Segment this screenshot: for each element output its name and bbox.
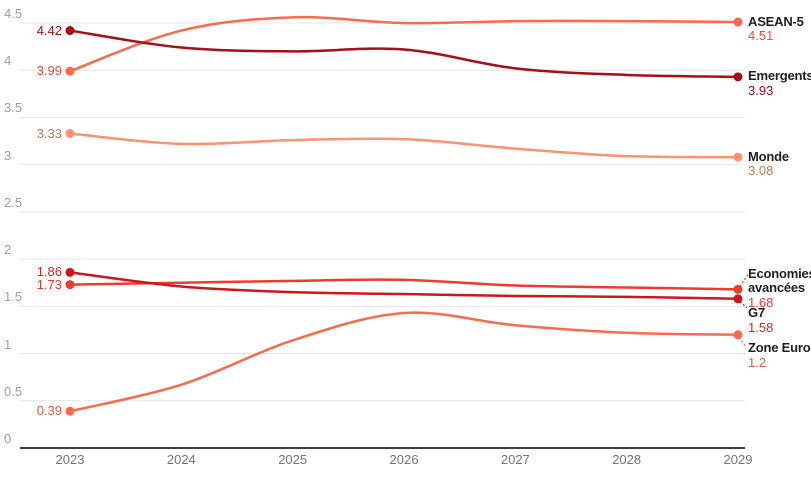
x-tick-2026: 2026 [389,452,419,467]
end-point-emergents [733,72,743,82]
y-tick-1: 1 [4,336,12,352]
leader-line-zone-euro [738,337,747,348]
series-name-asean-5: ASEAN-5 [748,13,804,29]
x-tick-2029: 2029 [723,452,753,467]
start-value-asean-5: 3.99 [36,63,62,79]
end-value-emergents: 3.93 [748,82,774,98]
line-zone-euro [68,311,740,413]
line-asean-5 [68,15,740,73]
series-name-economies-avanc-es: Economies avancées [748,265,811,296]
line-monde [68,132,740,159]
series-name-g7: G7 [748,305,765,321]
series-name-emergents: Emergents [748,68,811,84]
y-tick-2: 2 [4,242,12,258]
leader-line-g7 [739,301,748,309]
end-value-asean-5: 4.51 [748,28,774,44]
end-point-g7 [733,294,743,304]
end-label-economies-avanc-es: Economies avancées 1.68 [748,265,811,311]
leader-line-economies-avanc-es [739,274,749,287]
x-tick-2024: 2024 [166,452,196,467]
x-tick-2025: 2025 [278,452,308,467]
line-emergents [68,29,740,79]
end-label-g7: G7 1.58 [748,306,811,335]
y-tick-1.5: 1.5 [4,289,23,305]
series-name-monde: Monde [748,148,789,164]
end-value-zone-euro: 1.2 [748,354,767,370]
end-label-asean-5: ASEAN-5 4.51 [748,13,811,44]
end-label-monde: Monde 3.08 [748,148,811,179]
y-tick-3: 3 [4,147,12,163]
y-tick-3.5: 3.5 [4,100,23,116]
y-tick-2.5: 2.5 [4,194,23,210]
end-point-zone-euro [733,330,743,340]
x-tick-2027: 2027 [500,452,530,467]
x-tick-2028: 2028 [612,452,642,467]
start-point-zone-euro [65,406,75,416]
start-point-asean-5 [65,66,75,76]
end-point-asean-5 [733,17,743,27]
y-tick-0: 0 [4,431,12,446]
start-point-g7 [65,267,75,277]
end-point-monde [733,152,743,162]
series-name-zone-euro: Zone Euro [748,340,811,356]
start-point-economies-avanc-es [65,280,75,290]
y-tick-4.5: 4.5 [4,6,23,21]
end-value-monde: 3.08 [748,163,774,179]
end-value-g7: 1.58 [748,319,774,335]
line-economies-avanc-es [68,278,740,291]
start-point-emergents [65,26,75,36]
line-g7 [68,271,740,301]
start-value-monde: 3.33 [36,125,62,141]
end-value-economies-avanc-es: 1.68 [748,294,774,310]
start-point-monde [65,129,75,138]
y-tick-4: 4 [4,53,12,69]
start-value-emergents: 4.42 [36,22,62,38]
start-value-g7: 1.86 [36,264,62,280]
x-tick-2023: 2023 [55,452,85,467]
end-label-emergents: Emergents 3.93 [748,69,811,98]
end-point-economies-avanc-es [733,284,743,294]
y-tick-0.5: 0.5 [4,383,23,399]
start-value-economies-avanc-es: 1.73 [36,276,62,292]
end-label-zone-euro: Zone Euro 1.2 [748,341,811,370]
start-value-zone-euro: 0.39 [36,403,62,419]
